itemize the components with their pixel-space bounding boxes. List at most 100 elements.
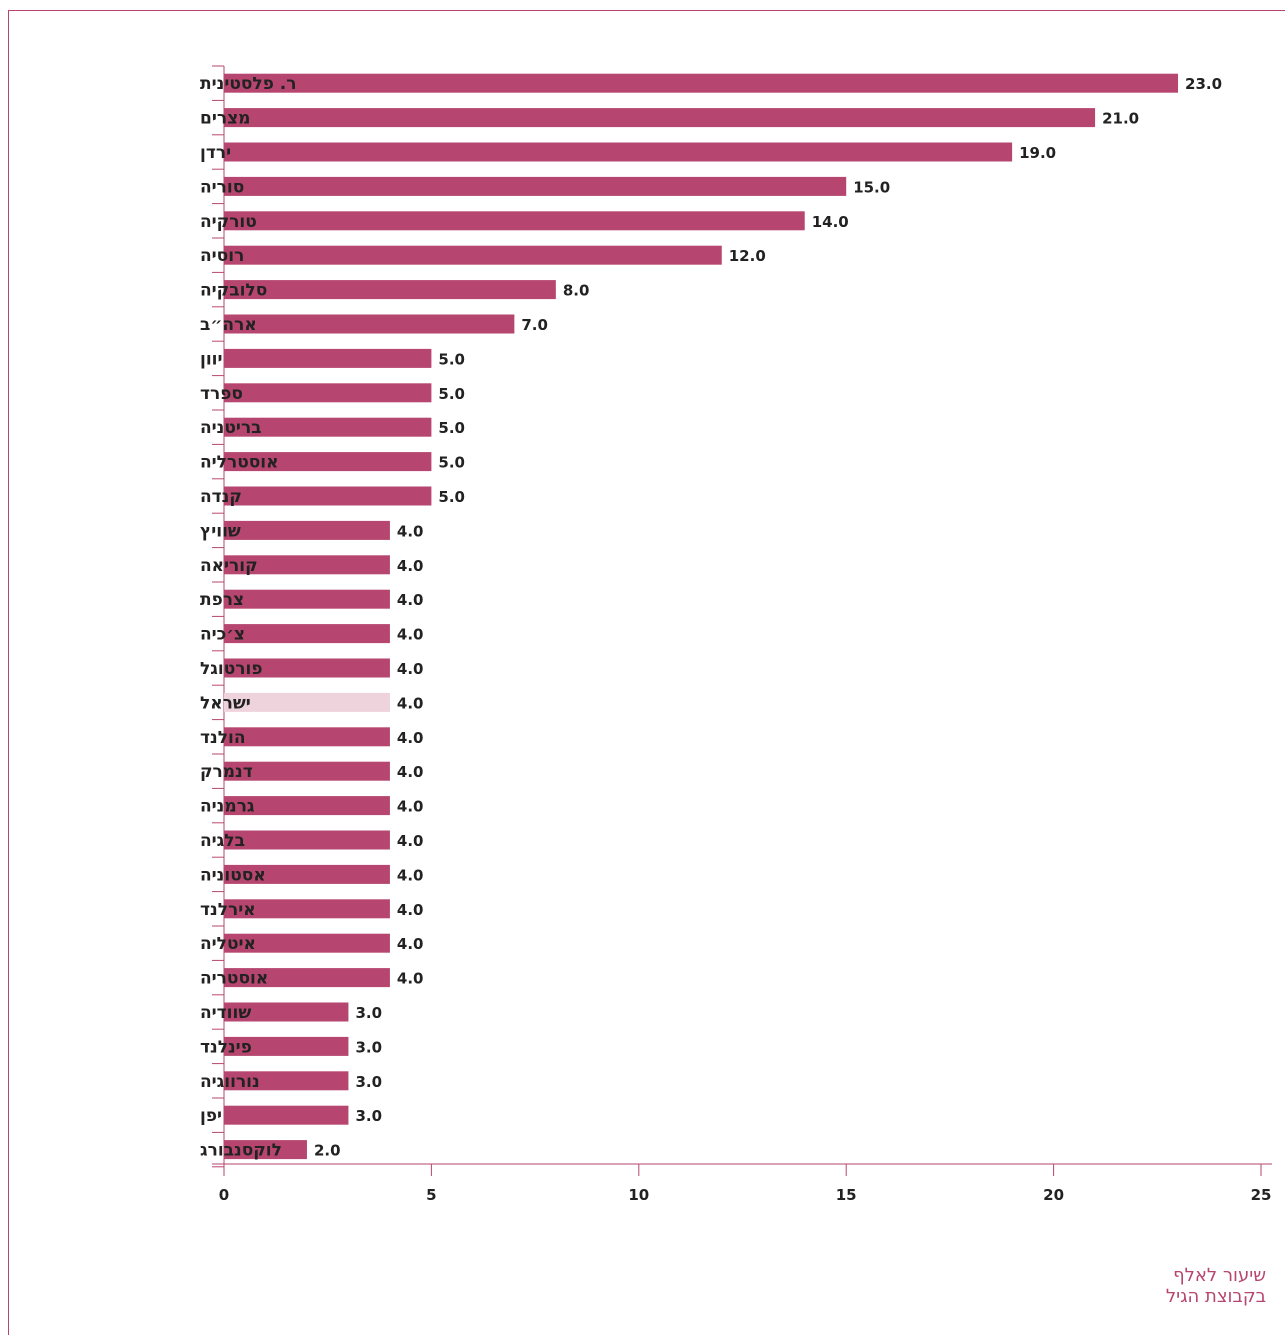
- x-axis-title-line-2: בקבוצת הגיל: [1165, 1286, 1266, 1307]
- category-label: ירדן: [200, 143, 231, 163]
- x-axis-title-line-1: שיעור לאלף: [1173, 1265, 1266, 1286]
- value-label: 3.0: [355, 1107, 382, 1125]
- bar: [224, 520, 390, 540]
- bar: [224, 348, 432, 368]
- bar: [224, 933, 390, 953]
- category-label: פינלנד: [200, 1037, 252, 1057]
- value-label: 19.0: [1019, 144, 1056, 162]
- category-label: בריטניה: [200, 418, 262, 438]
- x-tick-label: 0: [219, 1186, 229, 1204]
- category-label: לוקסנבורג: [200, 1141, 282, 1161]
- x-tick-label: 5: [426, 1186, 436, 1204]
- category-label: רוסיה: [200, 246, 244, 266]
- value-label: 4.0: [397, 626, 424, 644]
- bar: [224, 1140, 307, 1160]
- value-label: 5.0: [438, 454, 465, 472]
- value-label: 14.0: [812, 213, 849, 231]
- category-label: סוריה: [200, 177, 244, 197]
- chart-frame: [8, 10, 1285, 1335]
- x-axis-title: שיעור לאלף בקבוצת הגיל: [966, 1265, 1266, 1307]
- bar: [224, 761, 390, 781]
- bar: [224, 658, 390, 678]
- bar: [224, 1036, 349, 1056]
- bar: [224, 899, 390, 919]
- value-label: 5.0: [438, 419, 465, 437]
- value-label: 3.0: [355, 1004, 382, 1022]
- value-label: 5.0: [438, 488, 465, 506]
- category-label: צ׳כיה: [200, 625, 245, 645]
- x-tick-label: 20: [1043, 1186, 1064, 1204]
- category-label: שוודיה: [200, 1003, 251, 1023]
- value-label: 4.0: [397, 901, 424, 919]
- category-label: דנמרק: [200, 762, 253, 782]
- category-label: ישראל: [200, 693, 251, 713]
- value-label: 4.0: [397, 970, 424, 988]
- value-label: 21.0: [1102, 110, 1139, 128]
- value-label: 4.0: [397, 866, 424, 884]
- value-label: 3.0: [355, 1038, 382, 1056]
- bar: [224, 1105, 349, 1125]
- category-label: קנדה: [200, 487, 242, 507]
- value-label: 4.0: [397, 522, 424, 540]
- bar: [224, 1002, 349, 1022]
- value-label: 5.0: [438, 350, 465, 368]
- value-label: 4.0: [397, 832, 424, 850]
- bar: [224, 383, 432, 403]
- x-tick-label: 10: [628, 1186, 649, 1204]
- bar: [224, 589, 390, 609]
- bar: [224, 1071, 349, 1091]
- category-label: יפן: [200, 1106, 222, 1126]
- category-label: בלגיה: [200, 831, 245, 851]
- value-label: 4.0: [397, 763, 424, 781]
- value-label: 3.0: [355, 1073, 382, 1091]
- category-label: צרפת: [200, 590, 244, 610]
- category-label: הולנד: [200, 728, 246, 748]
- bar: [224, 108, 1096, 128]
- value-label: 4.0: [397, 935, 424, 953]
- category-label: סלובקיה: [200, 281, 267, 301]
- category-label: ספרד: [200, 384, 243, 404]
- value-label: 4.0: [397, 729, 424, 747]
- value-label: 15.0: [853, 178, 890, 196]
- bar: [224, 417, 432, 437]
- bar: [224, 280, 556, 300]
- bar: [224, 968, 390, 988]
- category-label: קוריאה: [200, 556, 258, 576]
- category-label: אוסטרליה: [200, 453, 279, 473]
- bar: [224, 624, 390, 644]
- category-label: ר. פלסטינית: [200, 74, 297, 94]
- category-label: איטליה: [200, 934, 256, 954]
- bar: [224, 211, 805, 231]
- value-label: 4.0: [397, 660, 424, 678]
- value-label: 23.0: [1185, 75, 1222, 93]
- category-label: פורטוגל: [200, 659, 263, 679]
- value-label: 5.0: [438, 385, 465, 403]
- category-label: אסטוניה: [200, 865, 266, 885]
- bar: [224, 486, 432, 506]
- category-label: יוון: [200, 349, 223, 369]
- category-label: שוויץ: [200, 521, 241, 541]
- value-label: 2.0: [314, 1142, 341, 1160]
- bar: [224, 142, 1013, 162]
- bar: [224, 73, 1179, 93]
- bar: [224, 692, 390, 712]
- x-tick-label: 25: [1251, 1186, 1272, 1204]
- bar: [224, 555, 390, 575]
- value-label: 4.0: [397, 591, 424, 609]
- x-tick-label: 15: [836, 1186, 857, 1204]
- value-label: 4.0: [397, 694, 424, 712]
- bar: [224, 245, 722, 265]
- bar: [224, 727, 390, 747]
- bar: [224, 864, 390, 884]
- category-label: מצרים: [200, 109, 250, 129]
- value-label: 4.0: [397, 557, 424, 575]
- bar: [224, 796, 390, 816]
- bar: [224, 830, 390, 850]
- bar: [224, 314, 515, 334]
- category-label: טורקיה: [200, 212, 257, 232]
- category-label: נורווגיה: [200, 1072, 260, 1092]
- value-label: 12.0: [729, 247, 766, 265]
- bar: [224, 452, 432, 472]
- category-label: ארה״ב: [200, 315, 257, 335]
